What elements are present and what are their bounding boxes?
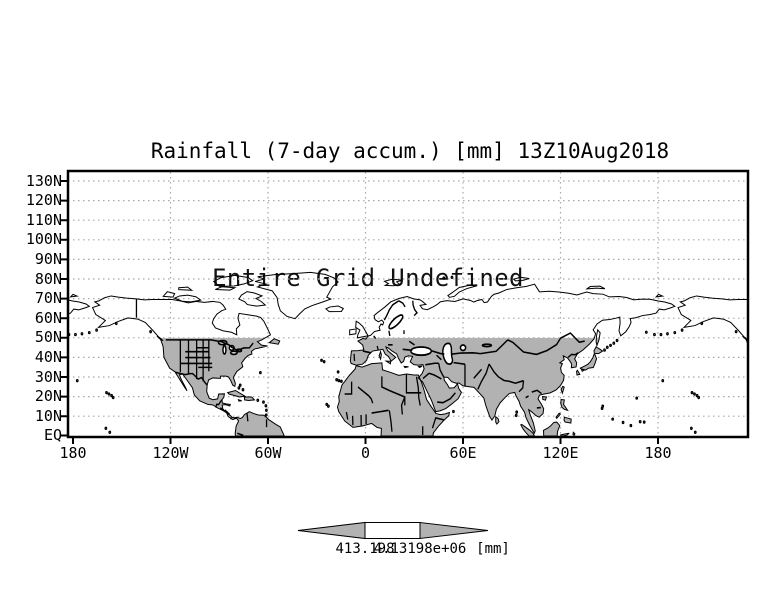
x-axis-tick-label: 60E	[449, 444, 477, 462]
colorbar-left-arrow	[297, 521, 366, 540]
axis-ticks	[61, 180, 659, 444]
y-axis-tick-label: 90N	[34, 249, 62, 268]
x-axis-tick-label: 0	[360, 444, 371, 462]
y-axis-tick-label: 130N	[25, 171, 62, 190]
plot-frame	[66, 169, 750, 439]
colorbar	[297, 521, 489, 540]
plot-title: Rainfall (7-day accum.) [mm] 13Z10Aug201…	[150, 139, 670, 163]
x-axis-tick-label: 120E	[542, 444, 579, 462]
x-axis-tick-label: 180	[59, 444, 87, 462]
x-axis-tick-label: 60W	[254, 444, 282, 462]
y-axis-tick-label: EQ	[43, 426, 62, 445]
y-axis-tick-label: 10N	[34, 406, 62, 425]
colorbar-max-label: 4.13198e+06	[373, 541, 467, 557]
y-axis-tick-label: 20N	[34, 387, 62, 406]
y-axis-tick-label: 80N	[34, 269, 62, 288]
y-axis-tick-label: 60N	[34, 308, 62, 327]
colorbar-right-arrow	[419, 521, 489, 540]
world-map	[68, 271, 748, 437]
colorbar-box	[364, 522, 421, 539]
y-axis-tick-label: 110N	[25, 210, 62, 229]
x-axis-tick-label: 180	[644, 444, 672, 462]
y-axis-tick-label: 70N	[34, 289, 62, 308]
y-axis-tick-label: 120N	[25, 191, 62, 210]
colorbar-min-label: 413.198	[335, 541, 395, 557]
colorbar-units-label: [mm]	[476, 541, 510, 557]
y-axis-tick-label: 30N	[34, 367, 62, 386]
x-axis-tick-label: 120W	[152, 444, 189, 462]
y-axis-tick-label: 100N	[25, 230, 62, 249]
y-axis-tick-label: 40N	[34, 347, 62, 366]
y-axis-tick-label: 50N	[34, 328, 62, 347]
